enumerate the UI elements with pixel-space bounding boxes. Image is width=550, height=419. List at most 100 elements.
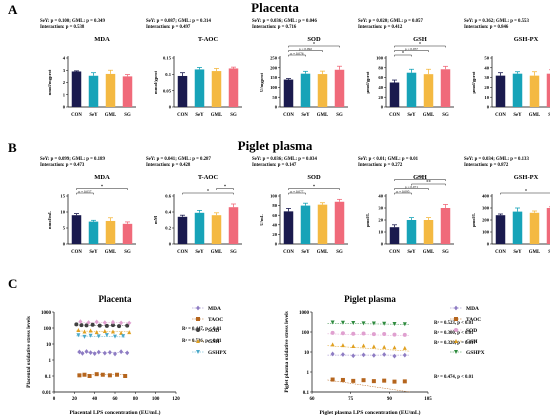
significance-bracket bbox=[288, 50, 323, 52]
stats-line: Interaction: p = 0.412 bbox=[358, 25, 403, 30]
chart-title: Piglet plasma bbox=[344, 294, 396, 304]
x-tick-label: SG bbox=[548, 113, 550, 118]
y-tick-label: 40 bbox=[272, 222, 277, 227]
bar bbox=[177, 75, 188, 107]
y-axis-label: U/mgprot bbox=[259, 73, 264, 93]
y-tick-label: 10 bbox=[484, 95, 489, 100]
significance-label: p = 0.071 bbox=[405, 185, 418, 189]
chart-title: T-AOC bbox=[198, 174, 219, 181]
x-tick-label: CON bbox=[71, 250, 82, 255]
x-tick-label: CON bbox=[495, 250, 506, 255]
legend-label: GSHPX bbox=[208, 350, 227, 356]
data-point bbox=[125, 323, 130, 328]
bar bbox=[440, 69, 451, 107]
data-point bbox=[82, 329, 87, 334]
y-axis-label: mM bbox=[153, 215, 158, 224]
data-point bbox=[361, 378, 366, 383]
x-tick-label: CON bbox=[71, 113, 82, 118]
y-tick-label: 60 bbox=[378, 75, 383, 80]
stats-line: SeY: p = 0.041; GML: p = 0.287 bbox=[146, 157, 211, 162]
x-tick-label: SG bbox=[336, 113, 343, 118]
y-tick-label: 40 bbox=[484, 65, 489, 70]
y-axis-label: μmol/gprot bbox=[471, 71, 476, 93]
data-point bbox=[80, 350, 85, 356]
legend-item-taoc: TAOC bbox=[450, 317, 481, 323]
stats-line: Interaction: p = 0.147 bbox=[252, 163, 297, 168]
series-gshpx bbox=[327, 320, 410, 327]
bar bbox=[105, 220, 116, 244]
stats-line: Interaction: p = 0.428 bbox=[146, 163, 191, 168]
significance-bracket bbox=[76, 188, 128, 190]
y-tick-label: 0 bbox=[275, 105, 278, 110]
fit-annotation: R² = 0.447, p < 0.01 bbox=[182, 326, 222, 332]
x-tick-label: SeY bbox=[407, 250, 416, 255]
data-point bbox=[392, 322, 397, 327]
significance-label: p = 0.057 bbox=[405, 47, 418, 51]
bar bbox=[495, 215, 506, 244]
y-tick-label: 100 bbox=[270, 194, 278, 199]
bar bbox=[283, 211, 294, 244]
y-tick-label: 40 bbox=[378, 85, 383, 90]
data-point bbox=[340, 331, 345, 336]
y-tick-label: 200 bbox=[270, 65, 278, 70]
y-tick-label: 0 bbox=[63, 242, 66, 247]
significance-bracket bbox=[394, 192, 412, 195]
data-point bbox=[104, 323, 109, 328]
x-tick-label: 60 bbox=[310, 397, 316, 402]
data-point bbox=[382, 321, 387, 326]
y-tick-label: 0.1 bbox=[45, 375, 52, 380]
data-point bbox=[79, 323, 84, 328]
data-point bbox=[340, 377, 345, 382]
y-tick-label: 4 bbox=[63, 56, 66, 61]
bar bbox=[177, 216, 188, 244]
data-point bbox=[100, 372, 105, 377]
data-point bbox=[94, 319, 99, 325]
data-point bbox=[102, 328, 107, 333]
y-tick-label: 100 bbox=[270, 85, 278, 90]
data-point bbox=[392, 332, 397, 337]
legend-item-gsh: GSH bbox=[450, 339, 478, 345]
x-tick-label: CON bbox=[283, 113, 294, 118]
significance-label: * bbox=[224, 185, 227, 190]
y-tick-label: 400 bbox=[482, 194, 490, 199]
x-tick-label: SeY bbox=[301, 113, 310, 118]
data-point bbox=[371, 332, 376, 337]
chart-title: SOD bbox=[307, 36, 321, 43]
y-tick-label: 0 bbox=[169, 105, 172, 110]
legend-label: SOD bbox=[466, 328, 477, 334]
stats-line: SeY: p = 0.034; GML: p = 0.133 bbox=[464, 157, 529, 162]
x-tick-label: 80 bbox=[133, 397, 139, 402]
stats-line: Interaction: p = 0.846 bbox=[464, 25, 509, 30]
scatter-chart-placenta: Placenta 0.01 0.1 1 10 100 1000 0 20 40 60 80 100 120… bbox=[26, 294, 227, 416]
x-tick-label: GML bbox=[317, 250, 328, 255]
data-point bbox=[113, 351, 117, 357]
data-point bbox=[340, 352, 345, 357]
data-point bbox=[115, 372, 120, 377]
bar bbox=[334, 201, 345, 244]
data-point bbox=[454, 305, 458, 311]
data-point bbox=[196, 305, 200, 311]
y-tick-label: 0.2 bbox=[165, 226, 171, 231]
bar bbox=[529, 212, 540, 244]
y-tick-label: 20 bbox=[378, 218, 383, 223]
x-tick-label: 120 bbox=[172, 397, 180, 402]
bar bbox=[406, 220, 417, 244]
x-tick-label: SeY bbox=[301, 250, 310, 255]
data-point bbox=[454, 328, 458, 332]
data-point bbox=[88, 328, 93, 333]
y-tick-label: 0.1 bbox=[165, 72, 171, 77]
x-tick-label: CON bbox=[389, 113, 400, 118]
x-tick-label: SG bbox=[124, 113, 131, 118]
data-point bbox=[123, 374, 128, 378]
series-mda bbox=[77, 349, 130, 357]
data-point bbox=[340, 320, 345, 325]
section-b-letter: B bbox=[8, 140, 17, 155]
y-tick-label: 5 bbox=[63, 226, 66, 231]
significance-label: p = 0.076 bbox=[291, 51, 304, 55]
bar bbox=[194, 69, 205, 107]
significance-label: * bbox=[313, 185, 316, 190]
data-point bbox=[119, 320, 124, 326]
bar bbox=[228, 207, 239, 244]
bar bbox=[423, 74, 434, 107]
significance-label: ** bbox=[426, 180, 432, 185]
